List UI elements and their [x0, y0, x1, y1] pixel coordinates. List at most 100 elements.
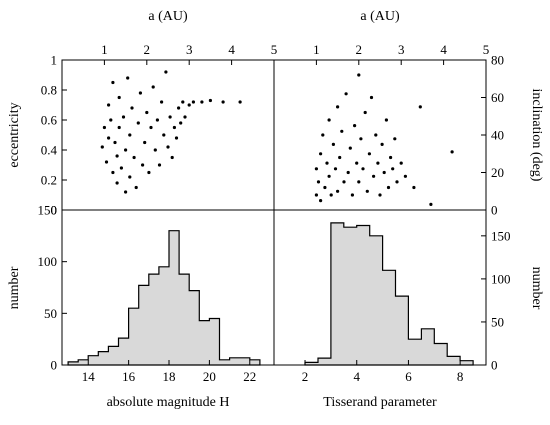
histogram-absolute-magnitude	[67, 230, 261, 366]
scatter-point	[323, 185, 327, 190]
scatter-point	[329, 193, 333, 197]
scatter-point	[338, 155, 342, 160]
scatter-point	[141, 163, 145, 167]
scatter-points-inclination	[314, 73, 454, 206]
scatter-point	[363, 110, 367, 115]
x-tick-label: 4	[440, 42, 447, 57]
bottom-left-ylabel: number	[7, 266, 22, 309]
scatter-point	[149, 125, 153, 130]
scatter-point	[130, 106, 134, 110]
panel-top-right: 1 2 3 4 5 0 20 40 60 80 a (AU) inclination (deg)	[273, 9, 544, 218]
scatter-point	[374, 133, 378, 137]
x-tick-label: 2	[356, 42, 363, 57]
x-tick-label: 1	[101, 42, 108, 57]
x-tick-label: 1	[313, 42, 320, 57]
scatter-point	[177, 106, 181, 110]
y-tick-label: 0.4	[41, 143, 58, 158]
scatter-point	[418, 105, 422, 109]
x-tick-label: 8	[457, 369, 464, 384]
scatter-point	[187, 103, 191, 107]
scatter-point	[238, 100, 242, 104]
scatter-point	[138, 91, 142, 95]
scatter-point	[361, 167, 365, 171]
scatter-point	[316, 180, 321, 184]
x-tick-label: 22	[243, 369, 256, 384]
scatter-point	[389, 155, 393, 160]
panel-top-left: 1 2 3 4 5 0 0.2 0.4 0.6 0.8 1 a (AU) eccentricity	[7, 9, 277, 218]
scatter-point	[109, 118, 113, 122]
plot-frame-top-left	[61, 59, 275, 211]
scatter-point	[117, 95, 121, 100]
scatter-point	[172, 125, 176, 130]
scatter-point	[143, 140, 147, 145]
scatter-point	[100, 145, 104, 149]
scatter-point	[333, 167, 338, 171]
axis-ticks-bottom-left: 14 16 18 20 22 0 50 100 150	[38, 203, 257, 385]
x-tick-label: 4	[353, 369, 360, 384]
scatter-point	[346, 170, 350, 175]
histogram-tisserand	[304, 222, 474, 366]
scatter-point	[132, 155, 136, 160]
scatter-point	[168, 115, 172, 119]
y-tick-label: 0.8	[41, 83, 57, 98]
scatter-point	[325, 161, 329, 165]
scatter-point	[164, 70, 168, 74]
scatter-point	[372, 174, 376, 178]
bottom-right-xlabel: Tisserand parameter	[323, 395, 437, 410]
scatter-point	[382, 170, 386, 175]
panel-bottom-left: 14 16 18 20 22 0 50 100 150 absolute magnitude H…	[7, 203, 275, 410]
scatter-point	[179, 121, 183, 125]
x-tick-label: 3	[398, 42, 405, 57]
scatter-point	[365, 189, 369, 193]
x-tick-label: 5	[271, 42, 278, 57]
y-tick-label: 50	[44, 306, 57, 321]
bottom-left-xlabel: absolute magnitude H	[107, 395, 230, 410]
scatter-point	[393, 137, 397, 141]
scatter-point	[319, 152, 323, 156]
scatter-point	[208, 98, 212, 103]
scatter-point	[221, 100, 225, 104]
scatter-point	[450, 150, 454, 154]
y-tick-label: 100	[491, 271, 511, 286]
scatter-point	[102, 125, 106, 130]
scatter-point	[355, 161, 359, 165]
top-left-ylabel: eccentricity	[7, 102, 22, 167]
scatter-point	[357, 180, 361, 184]
y-tick-label: 150	[491, 228, 511, 243]
scatter-point	[111, 80, 115, 85]
y-tick-label: 1	[51, 53, 58, 68]
scatter-point	[376, 161, 380, 165]
scatter-point	[170, 155, 174, 160]
scatter-point	[348, 146, 352, 150]
y-tick-label: 100	[38, 254, 58, 269]
scatter-point	[350, 193, 354, 197]
scatter-points-eccentricity	[100, 70, 242, 194]
scatter-point	[380, 142, 384, 146]
axis-ticks-top-right: 1 2 3 4 5 0 20 40 60 80	[313, 42, 504, 218]
y-tick-label: 0	[491, 203, 498, 218]
scatter-point	[183, 115, 187, 119]
scatter-point	[147, 170, 151, 175]
scatter-point	[151, 85, 155, 89]
scatter-point	[107, 103, 111, 107]
scatter-point	[314, 193, 318, 197]
top-right-ylabel: inclination (deg)	[529, 89, 544, 182]
top-right-xlabel: a (AU)	[360, 9, 400, 24]
y-tick-label: 0	[51, 358, 58, 373]
scatter-point	[181, 100, 185, 104]
scatter-point	[342, 180, 346, 184]
x-tick-label: 4	[228, 42, 235, 57]
scatter-point	[395, 180, 399, 184]
scatter-point	[115, 181, 119, 185]
scatter-point	[367, 152, 371, 156]
x-tick-label: 3	[186, 42, 193, 57]
scatter-point	[391, 167, 395, 171]
axis-ticks-top-left: 1 2 3 4 5 0 0.2 0.4 0.6 0.8 1	[41, 42, 278, 218]
y-tick-label: 0.6	[41, 113, 58, 128]
scatter-point	[359, 137, 363, 141]
scatter-point	[166, 145, 170, 149]
plot-frame-bottom-right	[273, 209, 487, 366]
y-tick-label: 0.2	[41, 173, 57, 188]
x-tick-label: 6	[405, 369, 412, 384]
